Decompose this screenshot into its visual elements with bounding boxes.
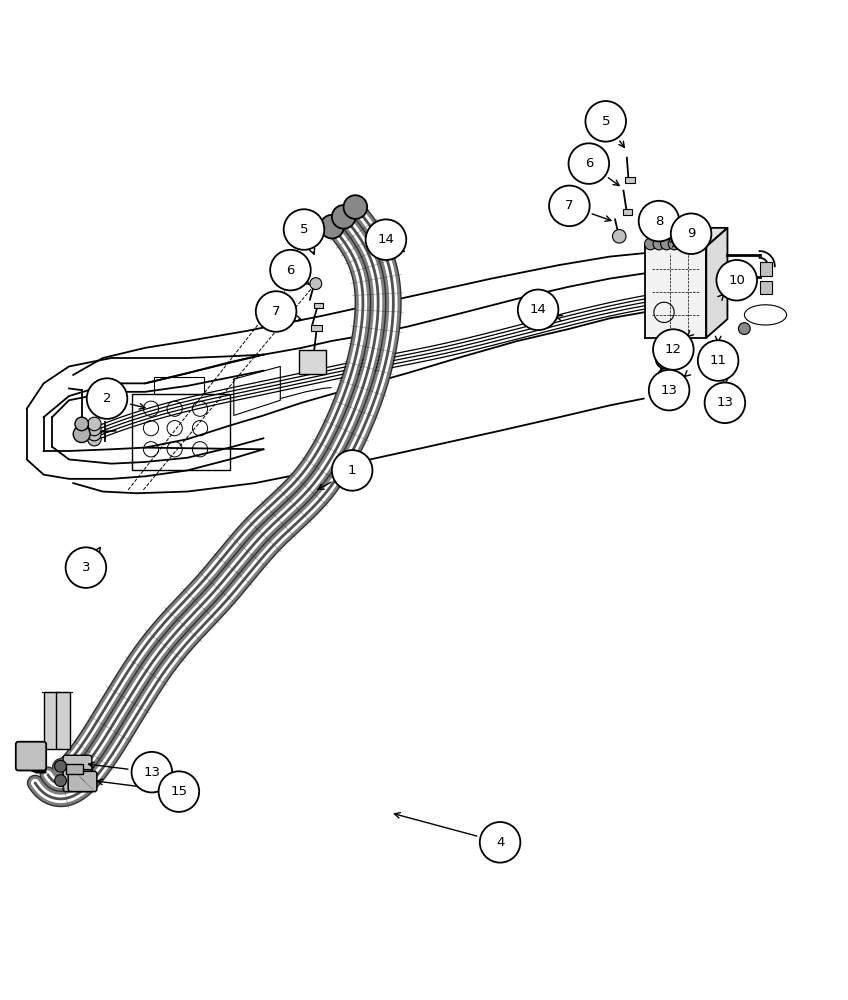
Text: 6: 6 bbox=[584, 157, 593, 170]
Circle shape bbox=[343, 195, 367, 219]
Text: 1: 1 bbox=[348, 464, 356, 477]
Circle shape bbox=[585, 101, 626, 142]
Circle shape bbox=[717, 260, 757, 301]
Circle shape bbox=[671, 213, 711, 254]
Circle shape bbox=[688, 230, 705, 246]
Circle shape bbox=[365, 219, 406, 260]
Text: 10: 10 bbox=[728, 274, 745, 287]
Text: 5: 5 bbox=[601, 115, 610, 128]
Circle shape bbox=[653, 329, 694, 370]
FancyBboxPatch shape bbox=[63, 770, 92, 792]
Circle shape bbox=[310, 278, 321, 290]
Circle shape bbox=[321, 215, 344, 238]
Text: 3: 3 bbox=[81, 561, 90, 574]
Circle shape bbox=[739, 323, 750, 335]
Text: 8: 8 bbox=[655, 215, 663, 228]
Circle shape bbox=[256, 291, 296, 332]
Text: 15: 15 bbox=[170, 785, 187, 798]
Bar bbox=[760, 281, 773, 294]
Circle shape bbox=[54, 775, 66, 787]
Circle shape bbox=[332, 205, 355, 229]
Circle shape bbox=[705, 383, 745, 423]
Circle shape bbox=[668, 238, 680, 250]
Text: 14: 14 bbox=[530, 303, 547, 316]
Circle shape bbox=[670, 224, 685, 239]
Circle shape bbox=[86, 378, 127, 419]
Bar bbox=[56, 692, 70, 749]
Circle shape bbox=[65, 547, 106, 588]
Polygon shape bbox=[645, 228, 728, 246]
Polygon shape bbox=[706, 228, 728, 338]
Circle shape bbox=[284, 209, 324, 250]
Circle shape bbox=[87, 417, 101, 431]
FancyBboxPatch shape bbox=[68, 771, 97, 792]
Bar bbox=[310, 325, 321, 331]
Bar bbox=[625, 177, 635, 183]
Bar bbox=[153, 377, 204, 394]
Circle shape bbox=[87, 432, 101, 446]
FancyBboxPatch shape bbox=[63, 755, 92, 777]
Text: 12: 12 bbox=[665, 343, 682, 356]
Text: 9: 9 bbox=[687, 227, 695, 240]
Text: 2: 2 bbox=[103, 392, 111, 405]
Text: 5: 5 bbox=[299, 223, 308, 236]
Text: 13: 13 bbox=[661, 384, 678, 397]
Circle shape bbox=[54, 760, 66, 772]
Bar bbox=[298, 350, 326, 374]
Circle shape bbox=[644, 238, 656, 250]
Circle shape bbox=[159, 771, 199, 812]
Circle shape bbox=[131, 752, 172, 792]
Circle shape bbox=[518, 290, 558, 330]
Circle shape bbox=[271, 250, 310, 290]
Circle shape bbox=[639, 201, 679, 241]
FancyBboxPatch shape bbox=[16, 742, 46, 770]
Circle shape bbox=[332, 450, 372, 491]
Text: 7: 7 bbox=[565, 199, 573, 212]
Circle shape bbox=[568, 143, 609, 184]
Circle shape bbox=[698, 340, 739, 381]
Circle shape bbox=[658, 368, 673, 383]
Circle shape bbox=[550, 186, 589, 226]
Circle shape bbox=[649, 370, 689, 410]
Bar bbox=[314, 303, 322, 308]
Circle shape bbox=[75, 417, 88, 431]
Text: 7: 7 bbox=[272, 305, 281, 318]
Bar bbox=[623, 209, 632, 215]
Circle shape bbox=[653, 238, 665, 250]
Text: 6: 6 bbox=[287, 264, 294, 277]
Circle shape bbox=[87, 427, 101, 441]
Circle shape bbox=[656, 349, 676, 369]
Bar bbox=[760, 262, 773, 276]
Polygon shape bbox=[645, 246, 706, 338]
Circle shape bbox=[87, 422, 101, 436]
Bar bbox=[43, 692, 57, 749]
Text: 11: 11 bbox=[710, 354, 727, 367]
Circle shape bbox=[480, 822, 521, 863]
Text: 4: 4 bbox=[496, 836, 505, 849]
Circle shape bbox=[661, 238, 672, 250]
Circle shape bbox=[73, 426, 90, 443]
Text: 13: 13 bbox=[143, 766, 160, 779]
Circle shape bbox=[612, 230, 626, 243]
Text: 13: 13 bbox=[717, 396, 734, 409]
Bar bbox=[65, 764, 82, 774]
Bar bbox=[132, 394, 230, 470]
Text: 14: 14 bbox=[377, 233, 394, 246]
